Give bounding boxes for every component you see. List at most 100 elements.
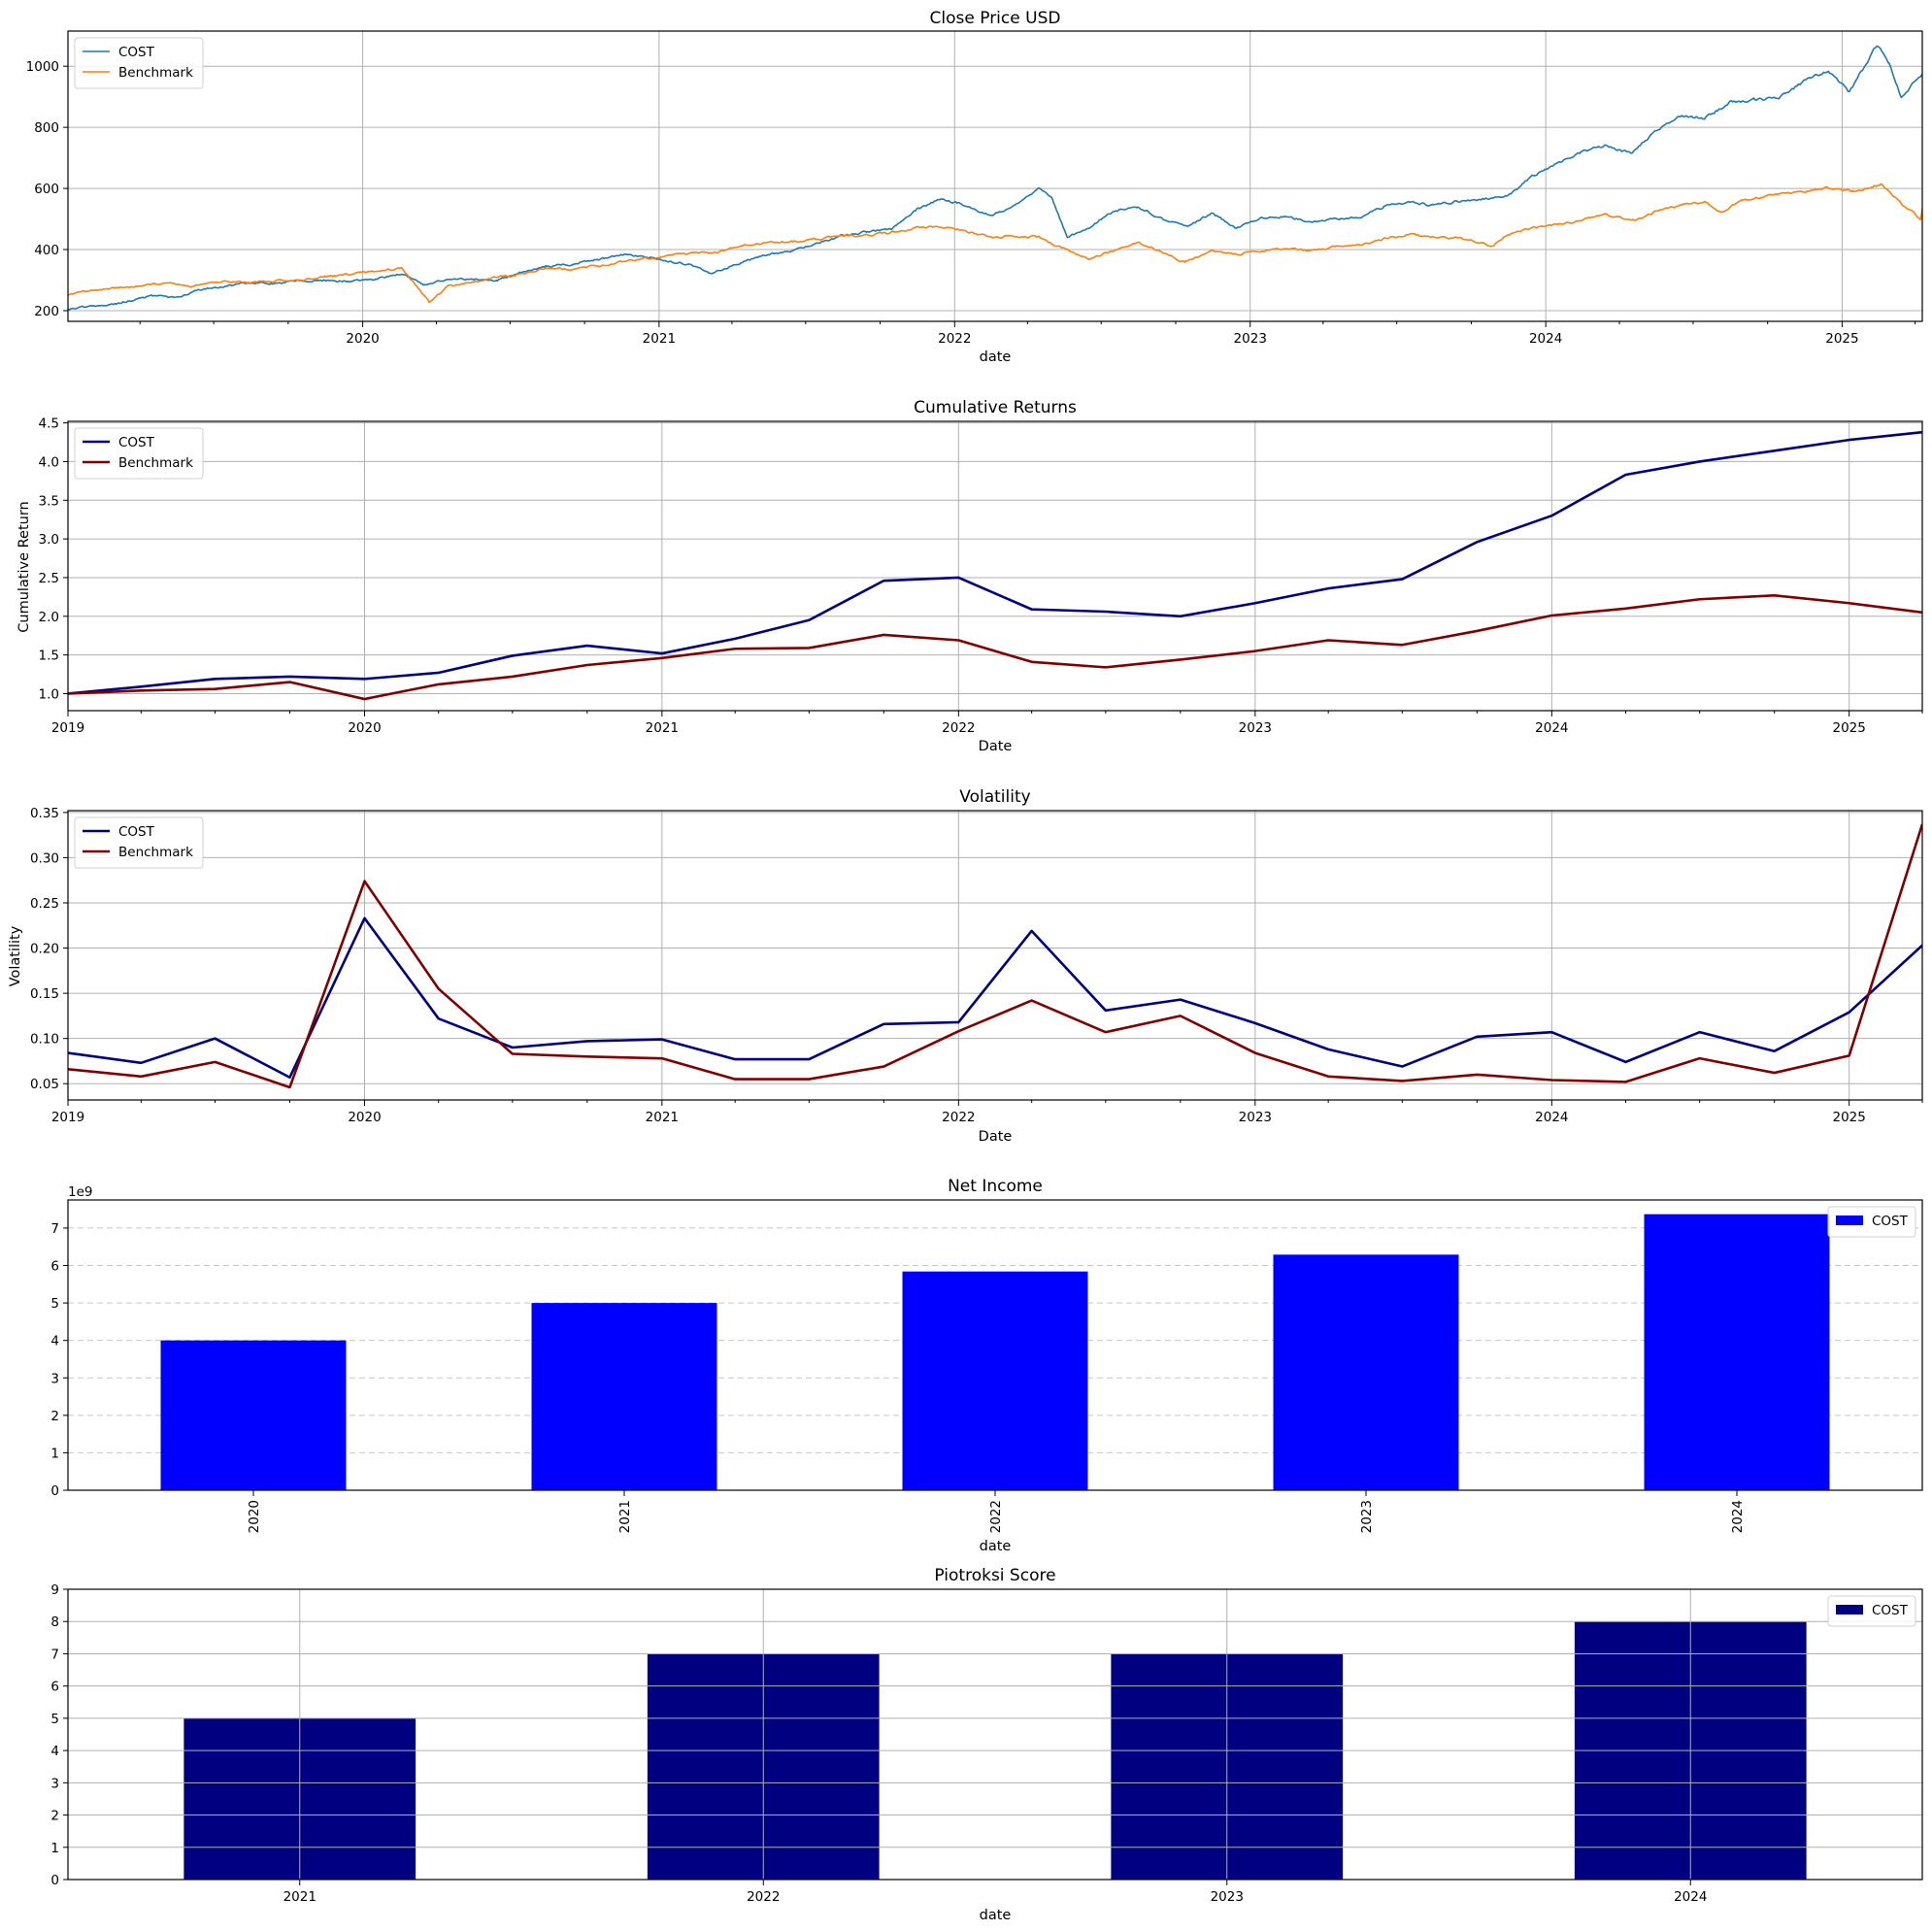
y-tick-label: 2.5 (39, 571, 59, 586)
y-tick-label: 4.0 (39, 454, 59, 470)
x-tick-label: 2019 (51, 720, 84, 736)
net-income-chart-title: Net Income (948, 1177, 1043, 1196)
x-tick-label: 2023 (1211, 1889, 1244, 1905)
cumulative-returns-chart: Cumulative Returns Date Cumulative Retur… (17, 398, 1923, 754)
x-tick-label: 2022 (938, 331, 971, 347)
y-tick-label: 3.5 (39, 493, 59, 509)
x-tick-label: 2024 (1730, 1500, 1746, 1533)
x-tick-label: 2025 (1832, 1110, 1865, 1125)
y-tick-label: 7 (50, 1647, 59, 1662)
legend-frame (74, 37, 204, 89)
y-tick-label: 0.10 (30, 1032, 59, 1048)
legend-frame (1827, 1595, 1916, 1627)
legend-label: COST (118, 824, 155, 840)
close-price-chart: Close Price USD date 200 400 600 800 1000 202… (26, 9, 1923, 365)
x-tick-label: 2025 (1832, 720, 1865, 736)
x-tick-label: 2019 (51, 1110, 84, 1125)
x-tick-label: 2023 (1239, 1110, 1272, 1125)
legend: COST (1827, 1206, 1916, 1238)
x-tick-label: 2024 (1535, 720, 1568, 736)
y-tick-label: 0 (50, 1483, 59, 1499)
grid (67, 811, 1922, 1100)
x-tick-label: 2022 (747, 1889, 780, 1905)
y-tick-label: 0.25 (30, 896, 59, 912)
x-tick-label: 2022 (942, 1110, 975, 1125)
y-tick-label: 1 (50, 1446, 59, 1461)
legend-label: COST (1872, 1603, 1909, 1618)
net-income-chart: Net Income date 1e9 0 1 2 3 4 5 6 7 2020 2021 2022… (50, 1177, 1923, 1554)
legend-label: COST (118, 45, 155, 60)
series-line-benchmark (68, 593, 1922, 701)
net-income-offset-text: 1e9 (68, 1184, 92, 1200)
x-tick-label: 2021 (283, 1889, 316, 1905)
axes-frame (67, 30, 1923, 322)
y-tick-label: 7 (50, 1221, 59, 1237)
legend-swatch (1836, 1215, 1863, 1225)
x-tick-label: 2020 (348, 1110, 381, 1125)
x-tick-label: 2024 (1674, 1889, 1707, 1905)
axes-frame (67, 420, 1923, 712)
y-tick-label: 1.0 (39, 686, 59, 702)
y-tick-label: 2 (50, 1409, 59, 1424)
grid (68, 31, 1922, 321)
legend-label: Benchmark (118, 845, 193, 860)
x-tick-label: 2020 (348, 720, 381, 736)
x-tick-label: 2021 (643, 331, 676, 347)
bar-2023 (1273, 1254, 1459, 1490)
y-tick-label: 200 (34, 304, 59, 319)
legend-label: Benchmark (118, 65, 193, 81)
x-tick-label: 2024 (1529, 331, 1562, 347)
net-income-chart-xlabel: date (980, 1539, 1012, 1554)
volatility-chart-ylabel: Volatility (8, 925, 23, 986)
y-tick-label: 3.0 (39, 532, 59, 548)
x-tick-label: 2022 (942, 720, 975, 736)
y-tick-label: 800 (34, 120, 59, 136)
legend-frame (1827, 1206, 1916, 1238)
legend: COST (1827, 1595, 1916, 1627)
bar-2021 (531, 1303, 717, 1490)
volatility-chart: Volatility Date Volatility 0.05 0.10 0.15 0… (8, 787, 1923, 1145)
x-tick-label: 2020 (346, 331, 379, 347)
y-tick-label: 0.05 (30, 1077, 59, 1092)
cumulative-returns-chart-ylabel: Cumulative Return (17, 501, 32, 632)
series-line-cost (68, 916, 1922, 1080)
y-tick-label: 0.20 (30, 942, 59, 957)
legend-label: Benchmark (118, 455, 193, 471)
piotroski-score-chart: Piotroksi Score date 0 1 2 3 4 5 6 7 8 9 2021 2022 2… (50, 1566, 1923, 1923)
y-tick-label: 3 (50, 1371, 59, 1386)
legend: COST Benchmark (74, 427, 204, 480)
legend: COST Benchmark (74, 816, 204, 869)
legend-label: COST (118, 435, 155, 450)
volatility-chart-xlabel: Date (979, 1129, 1013, 1145)
close-price-chart-title: Close Price USD (930, 9, 1061, 28)
cumulative-returns-chart-xlabel: Date (979, 739, 1013, 754)
bar-2022 (902, 1271, 1088, 1490)
y-tick-label: 600 (34, 182, 59, 197)
cumulative-returns-chart-title: Cumulative Returns (914, 398, 1077, 417)
legend: COST Benchmark (74, 37, 204, 89)
x-tick-label: 2023 (1234, 331, 1267, 347)
legend-label: COST (1872, 1214, 1909, 1229)
x-tick-label: 2023 (1239, 720, 1272, 736)
series-line-cost (68, 45, 1922, 311)
series-line-cost (68, 430, 1922, 695)
x-tick-label: 2024 (1535, 1110, 1568, 1125)
y-tick-label: 5 (50, 1712, 59, 1727)
y-tick-label: 0.15 (30, 986, 59, 1002)
y-tick-label: 0.35 (30, 806, 59, 821)
y-tick-label: 6 (50, 1680, 59, 1695)
x-tick-label: 2021 (646, 1110, 679, 1125)
series-line-benchmark (68, 823, 1922, 1089)
y-tick-label: 0 (50, 1873, 59, 1888)
y-tick-label: 2.0 (39, 610, 59, 625)
axes-frame (67, 810, 1923, 1101)
piotroski-score-chart-xlabel: date (980, 1908, 1012, 1923)
y-tick-label: 1000 (26, 59, 59, 75)
y-tick-label: 400 (34, 243, 59, 258)
y-tick-label: 3 (50, 1776, 59, 1791)
y-tick-label: 9 (50, 1582, 59, 1598)
close-price-chart-xlabel: date (980, 350, 1012, 365)
y-tick-label: 2 (50, 1809, 59, 1824)
y-tick-label: 8 (50, 1615, 59, 1630)
